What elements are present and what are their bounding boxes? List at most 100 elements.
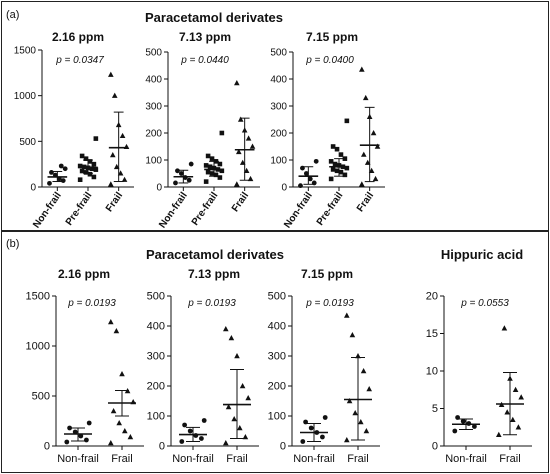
- data-point: [119, 132, 126, 139]
- data-point: [235, 148, 242, 155]
- data-point: [366, 113, 373, 119]
- data-point: [223, 440, 229, 446]
- chart-title: 7.15 ppm: [301, 267, 353, 281]
- data-point: [362, 94, 369, 101]
- data-point: [84, 437, 89, 443]
- data-point: [344, 312, 350, 318]
- data-point: [58, 163, 64, 169]
- x-tick-label: Frail: [347, 453, 368, 465]
- data-point: [360, 151, 367, 157]
- data-point: [307, 176, 313, 182]
- y-tick-label: 15: [426, 328, 438, 340]
- data-point: [217, 175, 223, 180]
- data-point: [93, 136, 99, 141]
- data-point: [205, 153, 211, 159]
- data-point: [515, 424, 522, 430]
- data-point: [349, 332, 356, 338]
- y-tick-label: 200: [268, 381, 286, 393]
- data-point: [219, 130, 225, 136]
- y-tick-label: 0: [30, 183, 36, 194]
- y-tick-label: 400: [145, 75, 162, 86]
- chart-1: 7.13 ppm p = 0.0440 0 100 200 300 400 500 Non-fr…: [145, 30, 260, 230]
- data-point: [328, 176, 334, 182]
- data-point: [116, 420, 122, 426]
- p-value-label: p = 0.0193: [305, 298, 354, 309]
- p-value-label: p = 0.0193: [187, 298, 236, 309]
- y-tick-label: 300: [145, 102, 162, 113]
- data-point: [122, 428, 128, 434]
- data-point: [108, 71, 114, 77]
- data-point: [239, 159, 246, 165]
- data-point: [209, 171, 215, 176]
- data-point: [219, 168, 225, 174]
- y-tick-label: 5: [432, 403, 438, 415]
- y-tick-label: 0: [159, 441, 165, 453]
- data-point: [510, 416, 516, 422]
- x-tick-label: Frail: [111, 453, 132, 465]
- x-tick-label: Non-frail: [282, 190, 315, 230]
- data-point: [203, 179, 209, 184]
- data-point: [243, 167, 250, 173]
- data-point: [372, 175, 379, 182]
- x-tick-label: Frail: [355, 190, 376, 214]
- data-point: [504, 409, 510, 415]
- data-point: [308, 425, 314, 431]
- data-point: [87, 171, 93, 177]
- y-tick-label: 200: [270, 129, 287, 140]
- chart-0: 2.16 ppm p = 0.0347 0 500 1000 1500 Non-frail P…: [14, 30, 134, 230]
- x-tick-label: Frail: [499, 453, 520, 465]
- y-tick-label: 500: [19, 137, 36, 148]
- x-tick-label: Non-frail: [445, 453, 487, 465]
- chart-title: 2.16 ppm: [58, 267, 110, 281]
- data-point: [119, 371, 125, 377]
- y-tick-label: 400: [268, 321, 286, 333]
- data-point: [237, 116, 244, 122]
- data-point: [320, 434, 325, 440]
- data-point: [213, 159, 219, 164]
- data-point: [460, 418, 466, 424]
- data-point: [344, 165, 350, 171]
- data-point: [303, 419, 308, 425]
- chart-5: 7.15 ppm p = 0.0193 0 100 200 300 400 500 Non-fr…: [268, 267, 380, 465]
- x-tick-label: Non-frail: [293, 453, 335, 465]
- data-point: [344, 437, 350, 443]
- data-point: [242, 434, 249, 440]
- data-point: [234, 353, 240, 359]
- data-point: [364, 159, 371, 165]
- data-point: [352, 410, 358, 416]
- x-tick-label: Non-frail: [157, 190, 190, 230]
- data-point: [234, 181, 240, 187]
- y-tick-label: 100: [270, 156, 287, 167]
- x-tick-label: Pre-frail: [315, 190, 346, 227]
- data-point: [223, 326, 229, 332]
- y-tick-label: 500: [147, 291, 165, 303]
- data-point: [374, 143, 381, 149]
- data-point: [360, 368, 367, 374]
- data-point: [225, 404, 232, 410]
- data-point: [363, 428, 370, 434]
- y-tick-label: 500: [32, 391, 50, 403]
- p-value-label: p = 0.0440: [180, 55, 229, 66]
- data-point: [334, 168, 340, 174]
- x-tick-label: Frail: [230, 190, 251, 214]
- y-tick-label: 100: [268, 411, 286, 423]
- data-point: [205, 169, 211, 175]
- y-tick-label: 1000: [26, 341, 50, 353]
- data-point: [452, 428, 458, 434]
- data-point: [332, 161, 338, 167]
- data-point: [512, 386, 519, 392]
- data-point: [182, 422, 188, 428]
- data-point: [188, 161, 194, 167]
- x-tick-label: Pre-frail: [190, 190, 221, 227]
- p-value-label: p = 0.0400: [305, 55, 354, 66]
- data-point: [507, 375, 513, 381]
- y-tick-label: 1500: [26, 291, 50, 303]
- data-point: [117, 170, 124, 176]
- chart-6: p = 0.0553 0 5 10 15 20 Non-frail Frail: [426, 291, 532, 465]
- y-tick-label: 200: [145, 129, 162, 140]
- data-point: [300, 165, 305, 171]
- data-point: [346, 398, 353, 404]
- y-tick-label: 300: [270, 102, 287, 113]
- data-point: [245, 395, 251, 401]
- data-point: [113, 328, 120, 334]
